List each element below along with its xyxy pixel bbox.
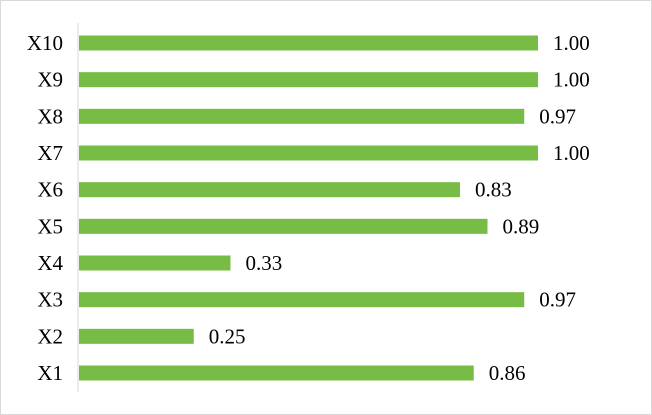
tick-label-x6: X6 [37, 178, 63, 202]
bar-x1 [79, 365, 474, 381]
data-label-x9: 1.00 [553, 68, 590, 92]
data-label-x8: 0.97 [539, 104, 576, 128]
bar-x6 [79, 182, 460, 198]
data-label-x5: 0.89 [503, 214, 540, 238]
tick-label-x3: X3 [37, 288, 63, 312]
bar-x7 [79, 145, 538, 161]
bar-x4 [79, 255, 231, 271]
tick-label-x1: X1 [37, 361, 63, 385]
bar-x2 [79, 328, 194, 344]
bars-layer [79, 35, 538, 381]
data-label-x10: 1.00 [553, 31, 590, 55]
data-label-x1: 0.86 [489, 361, 526, 385]
bar-x10 [79, 35, 538, 51]
tick-label-x5: X5 [37, 214, 63, 238]
data-label-x4: 0.33 [245, 251, 282, 275]
data-label-x6: 0.83 [475, 178, 512, 202]
data-label-x2: 0.25 [209, 324, 246, 348]
data-label-x7: 1.00 [553, 141, 590, 165]
tick-label-x8: X8 [37, 104, 63, 128]
tick-label-x10: X10 [27, 31, 63, 55]
tick-label-x2: X2 [37, 324, 63, 348]
tick-label-x9: X9 [37, 68, 63, 92]
bar-x8 [79, 108, 525, 124]
data-label-x3: 0.97 [539, 288, 576, 312]
bar-x9 [79, 72, 538, 88]
tick-label-x4: X4 [37, 251, 63, 275]
bar-x5 [79, 218, 488, 234]
labels-layer: X1 0.86 X2 0.25 X3 0.97 X4 0.33 X5 0.89 X6 0.83 X7 1.… [27, 31, 590, 385]
tick-label-x7: X7 [37, 141, 63, 165]
bar-x3 [79, 292, 525, 308]
